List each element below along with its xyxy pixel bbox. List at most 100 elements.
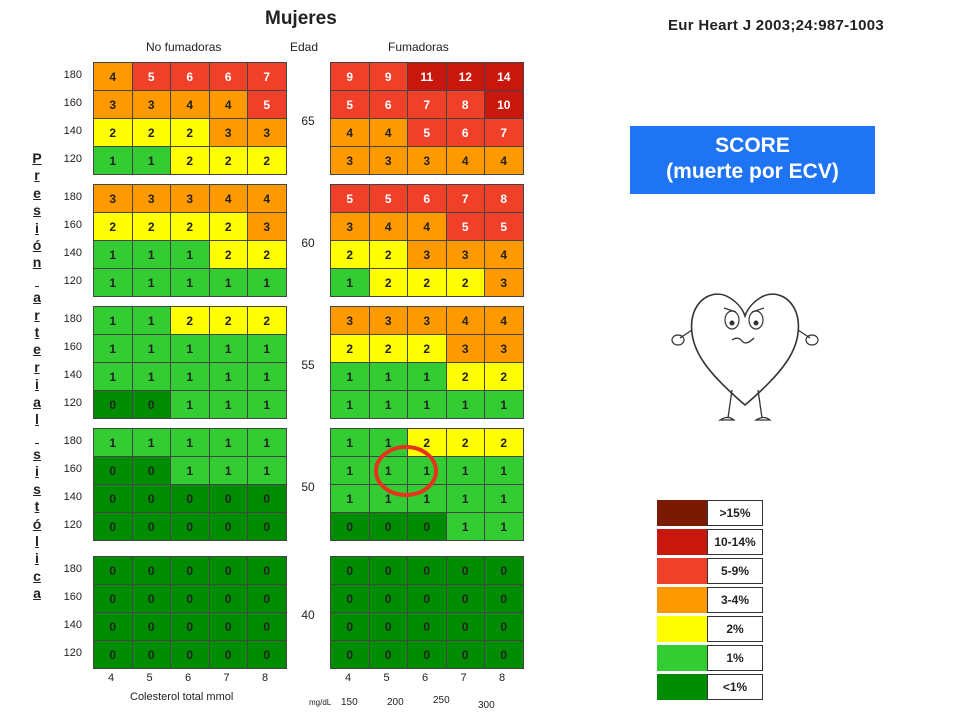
y-axis-title-letter: i [35, 550, 39, 567]
risk-cell: 4 [368, 212, 408, 241]
bp-tick-label: 140 [63, 247, 82, 259]
bp-tick-label: 140 [63, 369, 82, 381]
y-axis-title-letter: c [33, 567, 41, 584]
y-axis-title-letter: t [34, 498, 40, 515]
risk-cell: 0 [330, 640, 370, 669]
y-axis-title-letter: l [35, 532, 39, 549]
cholesterol-mmol-tick: 6 [421, 672, 429, 684]
y-axis-title-letter: a [33, 393, 41, 410]
risk-cell: 0 [93, 612, 133, 641]
y-axis-title-letter: s [33, 202, 41, 219]
legend-label: 3-4% [707, 587, 763, 613]
legend-label: 2% [707, 616, 763, 642]
bp-tick-label: 120 [63, 519, 82, 531]
cholesterol-mmol-tick: 7 [223, 672, 230, 684]
y-axis-title-letter: r [34, 167, 40, 184]
risk-cell: 1 [368, 456, 408, 485]
risk-cell: 9 [368, 62, 408, 91]
bp-tick-label: 160 [63, 341, 82, 353]
bp-tick-label: 140 [63, 619, 82, 631]
y-axis-title-letter: e [33, 184, 41, 201]
y-axis-title-letter: l [35, 411, 39, 428]
y-axis-title-letter: P [32, 150, 42, 166]
risk-cell: 1 [93, 268, 133, 297]
risk-cell: 3 [131, 90, 171, 119]
risk-cell: 0 [170, 556, 210, 585]
risk-cell: 0 [407, 584, 447, 613]
risk-cell: 2 [170, 118, 210, 147]
risk-cell: 1 [368, 390, 408, 419]
risk-cell: 4 [484, 240, 524, 269]
risk-cell: 0 [131, 484, 171, 513]
cholesterol-mmol-tick: 4 [107, 672, 115, 684]
risk-cell: 3 [484, 268, 524, 297]
risk-cell: 1 [407, 456, 447, 485]
cholesterol-mgdl-tick: 200 [387, 697, 404, 708]
reference-citation: Eur Heart J 2003;24:987-1003 [668, 17, 885, 34]
cholesterol-mgdl-tick: 150 [341, 697, 358, 708]
risk-cell: 0 [131, 390, 171, 419]
score-title-box: SCORE (muerte por ECV) [630, 126, 875, 194]
risk-cell: 4 [170, 90, 210, 119]
risk-cell: 0 [208, 640, 248, 669]
risk-cell: 0 [131, 556, 171, 585]
risk-cell: 5 [247, 90, 287, 119]
risk-cell: 1 [131, 362, 171, 391]
risk-cell: 0 [208, 512, 248, 541]
risk-cell: 3 [247, 212, 287, 241]
y-axis-title-letter: r [34, 358, 40, 375]
cholesterol-mgdl-tick: 250 [433, 695, 450, 706]
cholesterol-mmol-tick: 5 [383, 672, 390, 684]
risk-cell: 3 [330, 146, 370, 175]
risk-cell: 3 [208, 118, 248, 147]
risk-cell: 2 [368, 240, 408, 269]
risk-cell: 3 [330, 306, 370, 335]
risk-cell: 0 [484, 640, 524, 669]
risk-cell: 2 [93, 118, 133, 147]
legend-swatch [657, 500, 707, 526]
bp-tick-label: 180 [63, 435, 82, 447]
risk-cell: 1 [484, 390, 524, 419]
bp-tick-label: 120 [63, 275, 82, 287]
legend-swatch [657, 645, 707, 671]
cholesterol-mmol-tick: 4 [344, 672, 352, 684]
bp-tick-label: 180 [63, 563, 82, 575]
age-header: Edad [290, 40, 319, 54]
risk-cell: 0 [445, 556, 485, 585]
risk-cell: 2 [170, 212, 210, 241]
y-axis-title-letter: i [35, 463, 39, 480]
risk-cell: 3 [484, 334, 524, 363]
risk-cell: 8 [484, 184, 524, 213]
risk-cell: 1 [131, 240, 171, 269]
risk-cell: 4 [484, 146, 524, 175]
bp-tick-label: 120 [63, 397, 82, 409]
risk-cell: 1 [247, 268, 287, 297]
risk-cell: 1 [407, 362, 447, 391]
smokers-header: Fumadoras [388, 40, 449, 54]
risk-cell: 0 [170, 512, 210, 541]
risk-cell: 1 [93, 240, 133, 269]
risk-cell: 2 [93, 212, 133, 241]
bp-tick-label: 120 [63, 153, 82, 165]
risk-cell: 1 [330, 484, 370, 513]
risk-cell: 1 [131, 268, 171, 297]
risk-cell: 2 [170, 306, 210, 335]
risk-cell: 1 [247, 362, 287, 391]
risk-cell: 1 [407, 390, 447, 419]
y-axis-title-letter: s [33, 480, 41, 497]
risk-cell: 2 [247, 146, 287, 175]
risk-cell: 0 [445, 640, 485, 669]
risk-cell: 2 [208, 212, 248, 241]
cholesterol-mgdl-tick: 300 [478, 700, 495, 711]
legend-label: >15% [707, 500, 763, 526]
risk-cell: 0 [407, 612, 447, 641]
risk-cell: 1 [445, 512, 485, 541]
chart-title: Mujeres [265, 8, 337, 29]
risk-cell: 2 [131, 212, 171, 241]
risk-cell: 7 [407, 90, 447, 119]
risk-cell: 0 [247, 640, 287, 669]
y-axis-title-letter: ó [32, 237, 42, 254]
age-label: 40 [301, 608, 315, 622]
y-axis-title-letter: t [34, 324, 40, 341]
bp-tick-label: 180 [63, 191, 82, 203]
